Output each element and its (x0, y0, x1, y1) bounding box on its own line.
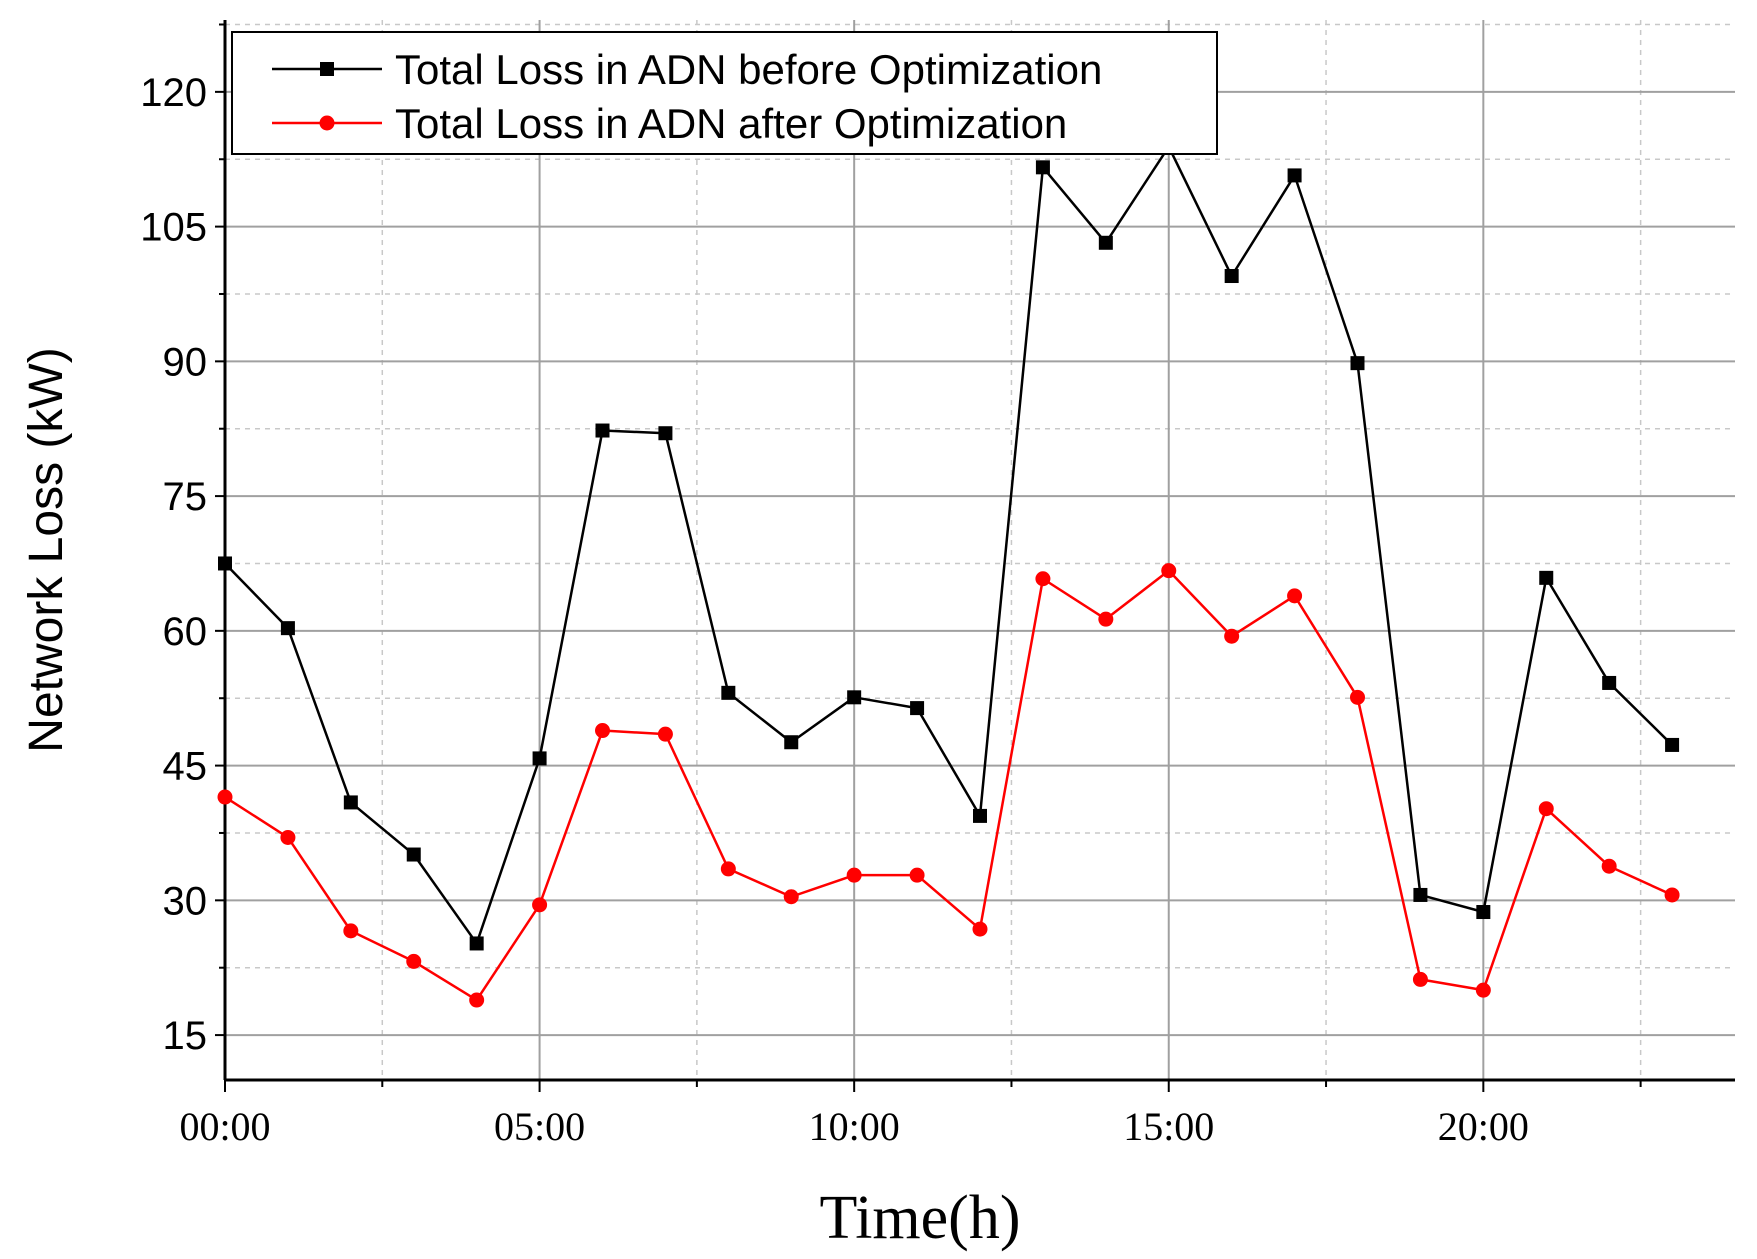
data-point-circle (1412, 971, 1428, 987)
data-point-circle (217, 789, 233, 805)
legend-marker-circle (319, 115, 335, 131)
series-line-2 (224, 569, 1673, 1002)
data-point-square (1413, 887, 1428, 902)
data-point-square (973, 808, 987, 823)
x-axis-label: Time(h) (820, 1184, 1021, 1252)
data-point-square (343, 795, 358, 810)
data-point-circle (595, 723, 610, 739)
legend-label-1: Total Loss in ADN before Optimization (395, 46, 1102, 93)
data-point-circle (1538, 801, 1554, 817)
data-point-square (1098, 235, 1113, 250)
data-point-circle (1098, 611, 1114, 627)
data-point-square (1665, 737, 1680, 752)
data-point-square (280, 621, 295, 636)
data-point-circle (846, 867, 862, 883)
data-point-circle (1161, 563, 1177, 579)
data-point-circle (1287, 588, 1303, 604)
data-point-square (532, 751, 547, 766)
data-point-square (469, 936, 484, 951)
y-tick-label: 90 (163, 340, 208, 384)
legend-box (231, 31, 1218, 155)
y-tick-label: 75 (163, 475, 208, 519)
data-point-circle (1035, 571, 1051, 587)
x-tick-label: 10:00 (809, 1104, 900, 1149)
data-point-circle (343, 923, 359, 939)
data-point-circle (280, 829, 296, 845)
data-point-square (658, 426, 673, 441)
legend-marker-square (320, 62, 334, 76)
data-point-square (1539, 570, 1554, 585)
data-series (217, 139, 1680, 1008)
data-point-square (721, 685, 736, 700)
series-line-1 (224, 145, 1673, 945)
y-tick-label: 15 (163, 1014, 208, 1058)
data-point-square (1476, 905, 1491, 920)
data-point-square (784, 735, 799, 750)
data-point-circle (657, 726, 673, 742)
y-tick-label: 120 (140, 71, 207, 115)
data-point-circle (532, 897, 548, 913)
x-tick-label: 05:00 (494, 1104, 585, 1149)
data-point-circle (1224, 628, 1240, 644)
legend-label-2: Total Loss in ADN after Optimization (395, 100, 1067, 147)
data-point-circle (1601, 858, 1617, 874)
data-point-square (218, 556, 232, 571)
data-point-square (847, 690, 862, 705)
data-point-square (406, 847, 421, 862)
data-point-circle (909, 867, 925, 883)
legend: Total Loss in ADN before Optimization Tot… (231, 31, 1218, 155)
data-point-circle (972, 921, 988, 937)
x-tick-label: 00:00 (179, 1104, 270, 1149)
data-point-square (1035, 160, 1050, 175)
y-tick-label: 30 (163, 879, 208, 923)
data-point-circle (469, 992, 485, 1008)
data-point-circle (1664, 887, 1680, 903)
y-axis-label: Network Loss (kW) (20, 347, 73, 752)
data-point-circle (1475, 982, 1491, 998)
x-tick-label: 15:00 (1123, 1104, 1214, 1149)
data-point-square (1350, 356, 1365, 371)
data-point-square (1224, 269, 1239, 284)
data-point-square (595, 423, 610, 438)
data-point-square (1287, 168, 1302, 183)
data-point-square (1602, 675, 1617, 690)
x-tick-label: 20:00 (1438, 1104, 1529, 1149)
y-tick-label: 45 (163, 745, 208, 789)
data-point-square (910, 701, 925, 716)
data-point-circle (406, 953, 422, 969)
y-tick-label: 105 (140, 206, 207, 250)
data-point-circle (1350, 689, 1365, 705)
axis-ticks: 15 30 45 60 75 90 105 120 00:00 05:00 10:00 15:00 20… (140, 23, 1642, 1149)
data-point-circle (720, 861, 736, 877)
data-point-circle (783, 889, 799, 905)
y-tick-label: 60 (163, 610, 208, 654)
minor-gridlines (225, 20, 1735, 1080)
